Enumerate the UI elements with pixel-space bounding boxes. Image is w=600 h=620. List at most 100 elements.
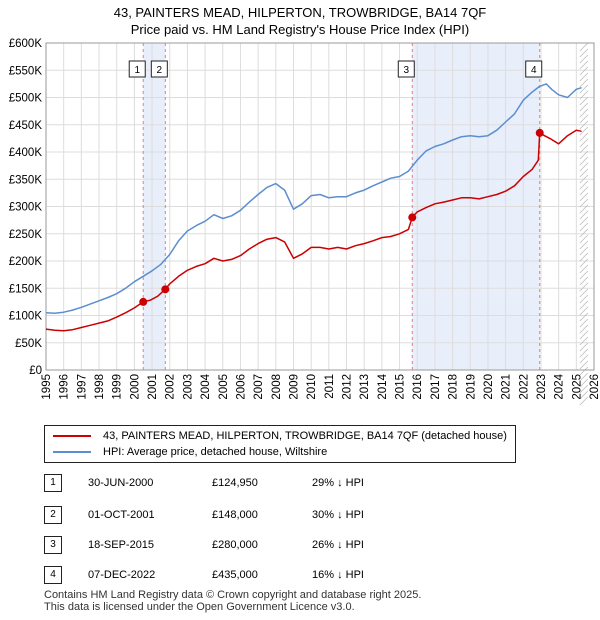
legend-swatch-hpi [53,451,91,454]
footer-licence: This data is licensed under the Open Gov… [44,601,355,613]
x-tick-label: 2021 [501,374,513,400]
forecast-hatch [579,324,589,334]
forecast-hatch [579,120,589,130]
x-tick-label: 2023 [536,374,548,400]
y-tick-label: £200K [9,256,43,268]
forecast-hatch [579,360,589,370]
plot-frame [45,42,595,371]
x-tick-label: 2014 [377,373,389,399]
forecast-hatch [579,180,589,190]
x-tick-label: 1995 [41,374,53,400]
x-tick-label: 2010 [306,374,318,400]
x-tick-label: 2013 [359,374,371,400]
forecast-hatch [579,168,589,178]
x-tick-label: 2003 [182,374,194,400]
forecast-hatch [579,228,589,238]
x-tick-label: 2002 [165,374,177,400]
y-tick-label: £550K [9,65,43,77]
forecast-hatch [579,186,589,196]
x-tick-label: 2022 [518,374,530,400]
forecast-hatch [579,246,589,256]
transaction-hpi-diff: 26% ↓ HPI [312,539,364,551]
transaction-number-badge: 3 [44,536,62,554]
x-tick-label: 2004 [200,373,212,399]
y-tick-label: £600K [9,38,43,50]
y-tick-label: £50K [15,338,42,350]
transaction-label-box [525,60,543,78]
footer: Contains HM Land Registry data © Crown c… [44,589,421,613]
forecast-hatch [579,348,589,358]
forecast-hatch [579,330,589,340]
transaction-label-box [128,60,146,78]
forecast-hatch [579,42,589,52]
forecast-hatch [579,150,589,160]
x-tick-label: 1998 [94,374,106,400]
y-tick-label: £400K [9,147,43,159]
x-tick-label: 2007 [253,374,265,400]
x-tick-label: 1996 [59,374,71,400]
forecast-hatch [579,366,589,376]
transaction-number-badge: 1 [44,474,62,492]
transaction-price: £148,000 [212,509,258,521]
forecast-hatch [579,312,589,322]
forecast-hatch [579,54,589,64]
y-tick-label: £500K [9,93,43,105]
forecast-hatch [579,282,589,292]
x-tick-label: 2005 [218,374,230,400]
x-tick-label: 2009 [288,374,300,400]
forecast-hatch [579,258,589,268]
transaction-label: 1 [134,65,140,76]
forecast-hatch [579,126,589,136]
transaction-price: £124,950 [212,477,258,489]
y-tick-label: £0 [29,365,42,377]
x-tick-label: 2008 [271,374,283,400]
x-tick-label: 2019 [465,374,477,400]
y-tick-label: £300K [9,202,43,214]
transaction-label: 4 [531,65,537,76]
forecast-hatch [579,336,589,346]
transaction-date: 07-DEC-2022 [88,569,156,581]
chart-title: 43, PAINTERS MEAD, HILPERTON, TROWBRIDGE… [113,5,487,20]
x-tick-label: 2015 [395,374,407,400]
forecast-hatch [579,396,589,406]
x-tick-label: 2006 [235,374,247,400]
x-tick-label: 2017 [430,374,442,400]
transaction-number-badge: 2 [44,506,62,524]
x-tick-label: 2026 [589,374,600,400]
transaction-price: £435,000 [212,569,258,581]
forecast-hatch [579,270,589,280]
footer-copyright: Contains HM Land Registry data © Crown c… [44,589,422,601]
forecast-hatch [579,204,589,214]
forecast-hatch [579,378,589,388]
transaction-label-box [397,60,415,78]
transaction-date: 18-SEP-2015 [88,539,155,551]
forecast-hatch [579,318,589,328]
forecast-hatch [579,156,589,166]
legend-item-hpi: HPI: Average price, detached house, Wilt… [53,444,327,460]
forecast-hatch [579,252,589,262]
forecast-hatch [579,288,589,298]
y-tick-label: £100K [9,311,43,323]
forecast-hatch [579,342,589,352]
transaction-label: 3 [403,65,409,76]
forecast-hatch [579,144,589,154]
x-tick-label: 2001 [147,374,159,400]
forecast-hatch [579,372,589,382]
forecast-hatch [579,162,589,172]
forecast-hatch [579,222,589,232]
forecast-hatch [579,66,589,76]
forecast-hatch [579,294,589,304]
forecast-hatch [579,384,589,394]
legend-label-hpi: HPI: Average price, detached house, Wilt… [103,446,328,458]
transaction-price: £280,000 [212,539,258,551]
transaction-point [139,297,148,306]
forecast-hatch [579,96,589,106]
forecast-hatch [579,264,589,274]
transaction-hpi-diff: 30% ↓ HPI [312,509,364,521]
legend-swatch-property [53,435,91,438]
forecast-hatch [579,234,589,244]
transaction-number-badge: 4 [44,566,62,584]
x-tick-label: 2012 [342,374,354,400]
forecast-hatch [579,192,589,202]
x-tick-label: 2016 [412,374,424,400]
